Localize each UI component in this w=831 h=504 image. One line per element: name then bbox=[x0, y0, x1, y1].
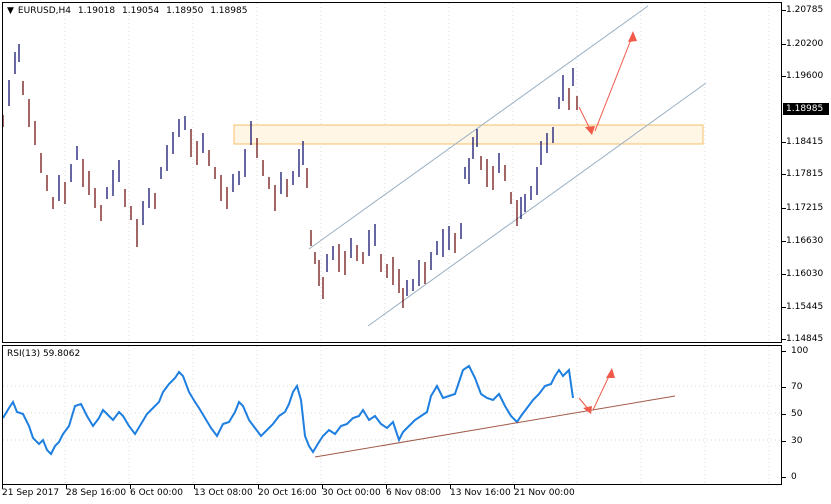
channel-upper-line bbox=[308, 5, 649, 250]
price-axis[interactable]: 1.20785 1.20200 1.19600 1.18985 1.18415 … bbox=[782, 2, 831, 344]
close-value: 1.18985 bbox=[210, 6, 248, 16]
arrowhead-icon bbox=[583, 406, 592, 414]
rsi-canvas[interactable] bbox=[3, 346, 781, 484]
price-tick: 1.18415 bbox=[786, 137, 824, 147]
forecast-arrow-up bbox=[592, 373, 611, 411]
rsi-level: 30 bbox=[791, 436, 803, 446]
time-tick: 30 Oct 00:00 bbox=[322, 488, 381, 498]
high-value: 1.19054 bbox=[122, 6, 160, 16]
arrowhead-icon bbox=[606, 368, 615, 378]
time-tick: 21 Sep 2017 bbox=[2, 488, 60, 498]
chart-title: ▼ EURUSD,H4 1.19018 1.19054 1.18950 1.189… bbox=[7, 6, 251, 17]
time-axis[interactable]: 21 Sep 2017 28 Sep 16:00 6 Oct 00:00 13 … bbox=[0, 485, 782, 504]
time-tick: 6 Oct 00:00 bbox=[130, 488, 183, 498]
price-tick: 1.15445 bbox=[786, 302, 824, 312]
time-tick: 13 Nov 16:00 bbox=[450, 488, 511, 498]
price-tick: 1.17815 bbox=[786, 169, 824, 179]
rsi-trendline bbox=[314, 395, 676, 458]
price-tick: 1.16630 bbox=[786, 236, 824, 246]
rsi-level: 0 bbox=[791, 472, 797, 482]
current-price-label: 1.18985 bbox=[783, 103, 829, 115]
price-tick: 1.17215 bbox=[786, 203, 824, 213]
low-value: 1.18950 bbox=[166, 6, 204, 16]
symbol-label: EURUSD,H4 bbox=[17, 6, 72, 16]
rsi-panel[interactable]: RSI(13) 59.8062 bbox=[2, 345, 782, 485]
price-tick: 1.20200 bbox=[786, 39, 824, 49]
collapse-icon[interactable]: ▼ bbox=[7, 6, 14, 16]
time-tick: 6 Nov 08:00 bbox=[386, 488, 441, 498]
channel-lower-line bbox=[367, 82, 707, 327]
arrowhead-icon bbox=[585, 126, 595, 135]
price-tick: 1.20785 bbox=[786, 5, 824, 15]
time-tick: 13 Oct 08:00 bbox=[194, 488, 253, 498]
rsi-axis[interactable]: 100 70 50 30 0 bbox=[782, 345, 831, 485]
price-tick: 1.16030 bbox=[786, 269, 824, 279]
forecast-arrow-up bbox=[594, 36, 633, 132]
time-tick: 20 Oct 16:00 bbox=[258, 488, 317, 498]
price-chart-panel[interactable]: ▼ EURUSD,H4 1.19018 1.19054 1.18950 1.189… bbox=[2, 2, 782, 343]
rsi-level: 70 bbox=[791, 382, 803, 392]
rsi-line bbox=[3, 364, 574, 456]
price-tick: 1.14845 bbox=[786, 334, 824, 344]
arrowhead-icon bbox=[628, 31, 637, 42]
rsi-level: 100 bbox=[791, 346, 809, 356]
rsi-level: 50 bbox=[791, 409, 803, 419]
open-value: 1.19018 bbox=[77, 6, 116, 16]
rsi-label: RSI(13) 59.8062 bbox=[7, 349, 81, 359]
time-tick: 21 Nov 00:00 bbox=[514, 488, 575, 498]
time-tick: 28 Sep 16:00 bbox=[66, 488, 127, 498]
price-chart-canvas[interactable] bbox=[3, 3, 781, 342]
price-tick: 1.19600 bbox=[786, 71, 824, 81]
